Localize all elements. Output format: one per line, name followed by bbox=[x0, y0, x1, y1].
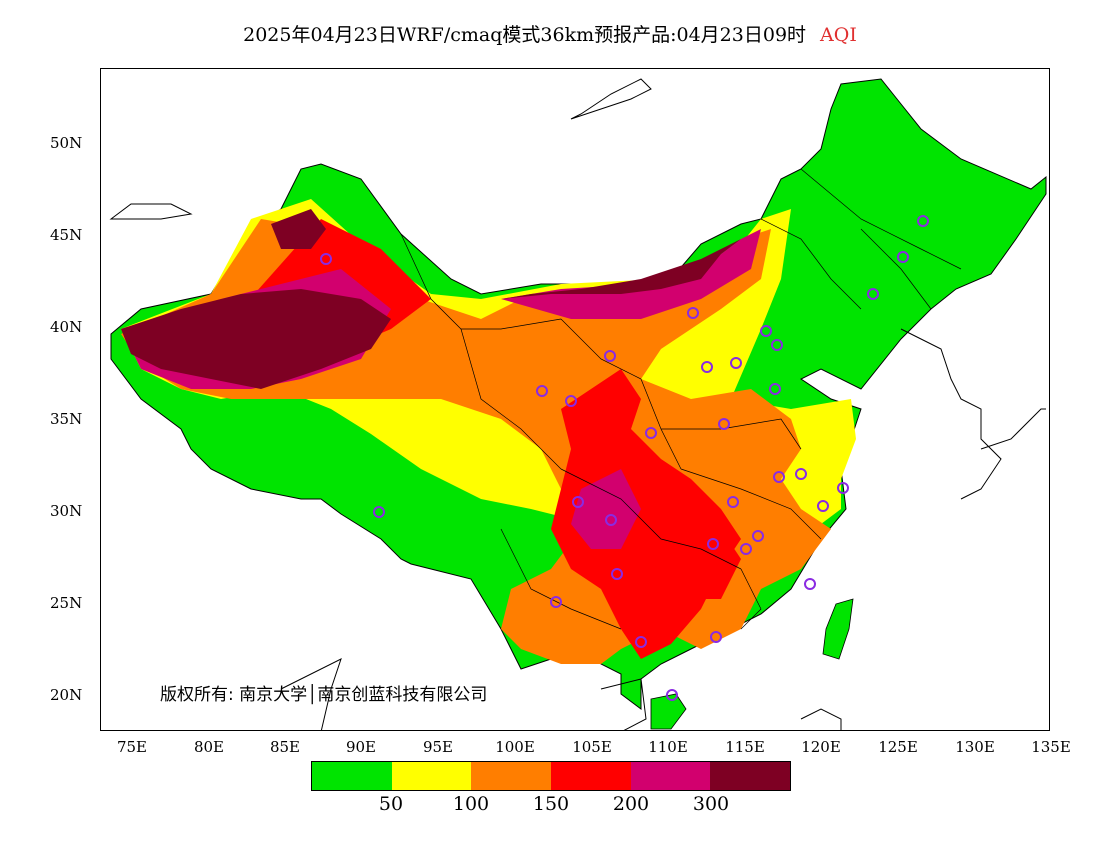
lat-label: 25N bbox=[50, 594, 83, 612]
map-title: 2025年04月23日WRF/cmaq模式36km预报产品:04月23日09时 A… bbox=[0, 20, 1100, 47]
station-marker bbox=[707, 538, 719, 550]
lon-label: 90E bbox=[345, 738, 377, 756]
lon-label: 105E bbox=[572, 738, 612, 756]
station-marker bbox=[897, 251, 909, 263]
variable-label: AQI bbox=[820, 24, 857, 46]
station-marker bbox=[565, 395, 577, 407]
station-markers bbox=[320, 215, 929, 701]
zone-hazardous-gobi bbox=[501, 239, 741, 299]
station-marker bbox=[635, 636, 647, 648]
hainan-island bbox=[650, 693, 687, 730]
station-marker bbox=[710, 631, 722, 643]
legend-swatch-unhealthy bbox=[551, 762, 631, 790]
lon-label: 130E bbox=[955, 738, 995, 756]
station-marker bbox=[718, 418, 730, 430]
legend-tick-label: 100 bbox=[452, 793, 490, 815]
station-marker bbox=[320, 253, 332, 265]
station-marker bbox=[536, 385, 548, 397]
taiwan-island bbox=[822, 598, 854, 660]
lon-label: 100E bbox=[495, 738, 535, 756]
legend-tick-label: 50 bbox=[378, 793, 404, 815]
neighbor-coastlines bbox=[109, 78, 1046, 730]
legend-tick-label: 200 bbox=[612, 793, 650, 815]
station-marker bbox=[867, 288, 879, 300]
lon-label: 85E bbox=[269, 738, 301, 756]
lon-label: 75E bbox=[116, 738, 148, 756]
lon-label: 125E bbox=[878, 738, 918, 756]
map-frame bbox=[100, 68, 1050, 731]
station-marker bbox=[804, 578, 816, 590]
lon-label: 120E bbox=[801, 738, 841, 756]
lat-label: 35N bbox=[50, 410, 83, 428]
station-marker bbox=[773, 471, 785, 483]
station-marker bbox=[605, 514, 617, 526]
title-text: 2025年04月23日WRF/cmaq模式36km预报产品:04月23日09时 bbox=[243, 24, 807, 46]
lon-label: 80E bbox=[193, 738, 225, 756]
legend-swatch-good bbox=[312, 762, 392, 790]
lon-label: 135E bbox=[1031, 738, 1071, 756]
station-marker bbox=[687, 307, 699, 319]
lon-label: 115E bbox=[725, 738, 765, 756]
lat-label: 45N bbox=[50, 226, 83, 244]
station-marker bbox=[771, 339, 783, 351]
station-marker bbox=[769, 383, 781, 395]
lat-label: 40N bbox=[50, 318, 83, 336]
station-marker bbox=[752, 530, 764, 542]
station-marker bbox=[760, 325, 772, 337]
station-marker bbox=[645, 427, 657, 439]
lat-label: 20N bbox=[50, 686, 83, 704]
station-marker bbox=[666, 689, 678, 701]
station-marker bbox=[727, 496, 739, 508]
zone-hazardous-tarim bbox=[121, 289, 391, 389]
legend-tick-label: 150 bbox=[532, 793, 570, 815]
zone-very-unhealthy-nm bbox=[501, 229, 761, 319]
station-marker bbox=[795, 468, 807, 480]
station-marker bbox=[611, 568, 623, 580]
legend-swatch-usg bbox=[471, 762, 552, 790]
lat-label: 50N bbox=[50, 134, 83, 152]
station-marker bbox=[550, 596, 562, 608]
aqi-legend bbox=[311, 761, 791, 791]
lat-label: 30N bbox=[50, 502, 83, 520]
station-marker bbox=[740, 543, 752, 555]
copyright-text: 版权所有: 南京大学│南京创蓝科技有限公司 bbox=[160, 685, 488, 705]
legend-swatch-very-unhealthy bbox=[630, 762, 711, 790]
legend-tick-label: 300 bbox=[692, 793, 730, 815]
zone-hazardous-dzungar bbox=[271, 209, 326, 249]
station-marker bbox=[701, 361, 713, 373]
aqi-map bbox=[109, 78, 1047, 730]
station-marker bbox=[373, 506, 385, 518]
lon-label: 95E bbox=[422, 738, 454, 756]
lon-label: 110E bbox=[648, 738, 688, 756]
station-marker bbox=[730, 357, 742, 369]
station-marker bbox=[604, 350, 616, 362]
zone-very-unhealthy-sc bbox=[571, 469, 641, 549]
station-marker bbox=[817, 500, 829, 512]
legend-swatch-hazardous bbox=[710, 762, 791, 790]
station-marker bbox=[837, 482, 849, 494]
station-marker bbox=[572, 496, 584, 508]
legend-swatch-moderate bbox=[391, 762, 472, 790]
station-marker bbox=[917, 215, 929, 227]
